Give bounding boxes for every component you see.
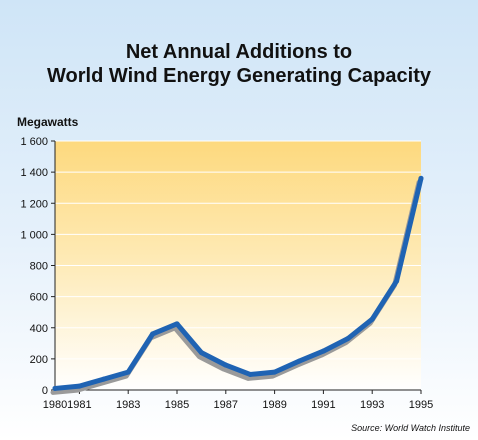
data-point bbox=[345, 336, 351, 342]
y-axis-ticks: 0 200 400 600 800 1 000 1 200 1 400 1 600 bbox=[20, 136, 55, 397]
y-tick-label: 1 000 bbox=[20, 229, 48, 241]
series-line-net-additions bbox=[52, 175, 424, 391]
data-point bbox=[52, 385, 58, 391]
data-point bbox=[272, 369, 278, 375]
data-point bbox=[320, 348, 326, 354]
y-tick-label: 200 bbox=[30, 354, 48, 366]
y-axis-label: Megawatts bbox=[17, 115, 79, 129]
x-tick-label: 1995 bbox=[409, 399, 433, 411]
y-tick-label: 800 bbox=[30, 261, 48, 273]
x-tick-label: 1987 bbox=[214, 399, 238, 411]
x-axis-ticks: 1980 1981 1983 1985 1987 1989 1991 1993 1995 bbox=[43, 390, 433, 411]
x-tick-label: 1980 bbox=[43, 399, 67, 411]
x-tick-label: 1989 bbox=[262, 399, 286, 411]
data-point bbox=[150, 331, 156, 337]
x-tick-label: 1981 bbox=[67, 399, 91, 411]
data-point bbox=[296, 358, 302, 364]
data-point bbox=[101, 376, 107, 382]
data-point bbox=[198, 350, 204, 356]
x-tick-label: 1985 bbox=[165, 399, 189, 411]
data-point bbox=[247, 371, 253, 377]
data-point bbox=[369, 316, 375, 322]
grid-lines bbox=[55, 140, 421, 360]
data-points bbox=[52, 175, 424, 391]
data-point bbox=[125, 369, 131, 375]
y-tick-label: 400 bbox=[30, 323, 48, 335]
data-point bbox=[174, 321, 180, 327]
y-tick-label: 0 bbox=[42, 385, 48, 397]
x-tick-label: 1983 bbox=[116, 399, 140, 411]
source-note: Source: World Watch Institute bbox=[351, 423, 470, 433]
data-point bbox=[76, 383, 82, 389]
y-tick-label: 1 400 bbox=[20, 167, 48, 179]
y-tick-label: 600 bbox=[30, 292, 48, 304]
chart-title-line-2: World Wind Energy Generating Capacity bbox=[47, 65, 432, 87]
y-tick-label: 1 200 bbox=[20, 198, 48, 210]
y-tick-label: 1 600 bbox=[20, 136, 48, 148]
x-tick-label: 1991 bbox=[311, 399, 335, 411]
data-point bbox=[418, 175, 424, 181]
data-point bbox=[394, 278, 400, 284]
data-point bbox=[223, 362, 229, 368]
x-tick-label: 1993 bbox=[360, 399, 384, 411]
chart-title-line-1: Net Annual Additions to bbox=[126, 41, 352, 63]
